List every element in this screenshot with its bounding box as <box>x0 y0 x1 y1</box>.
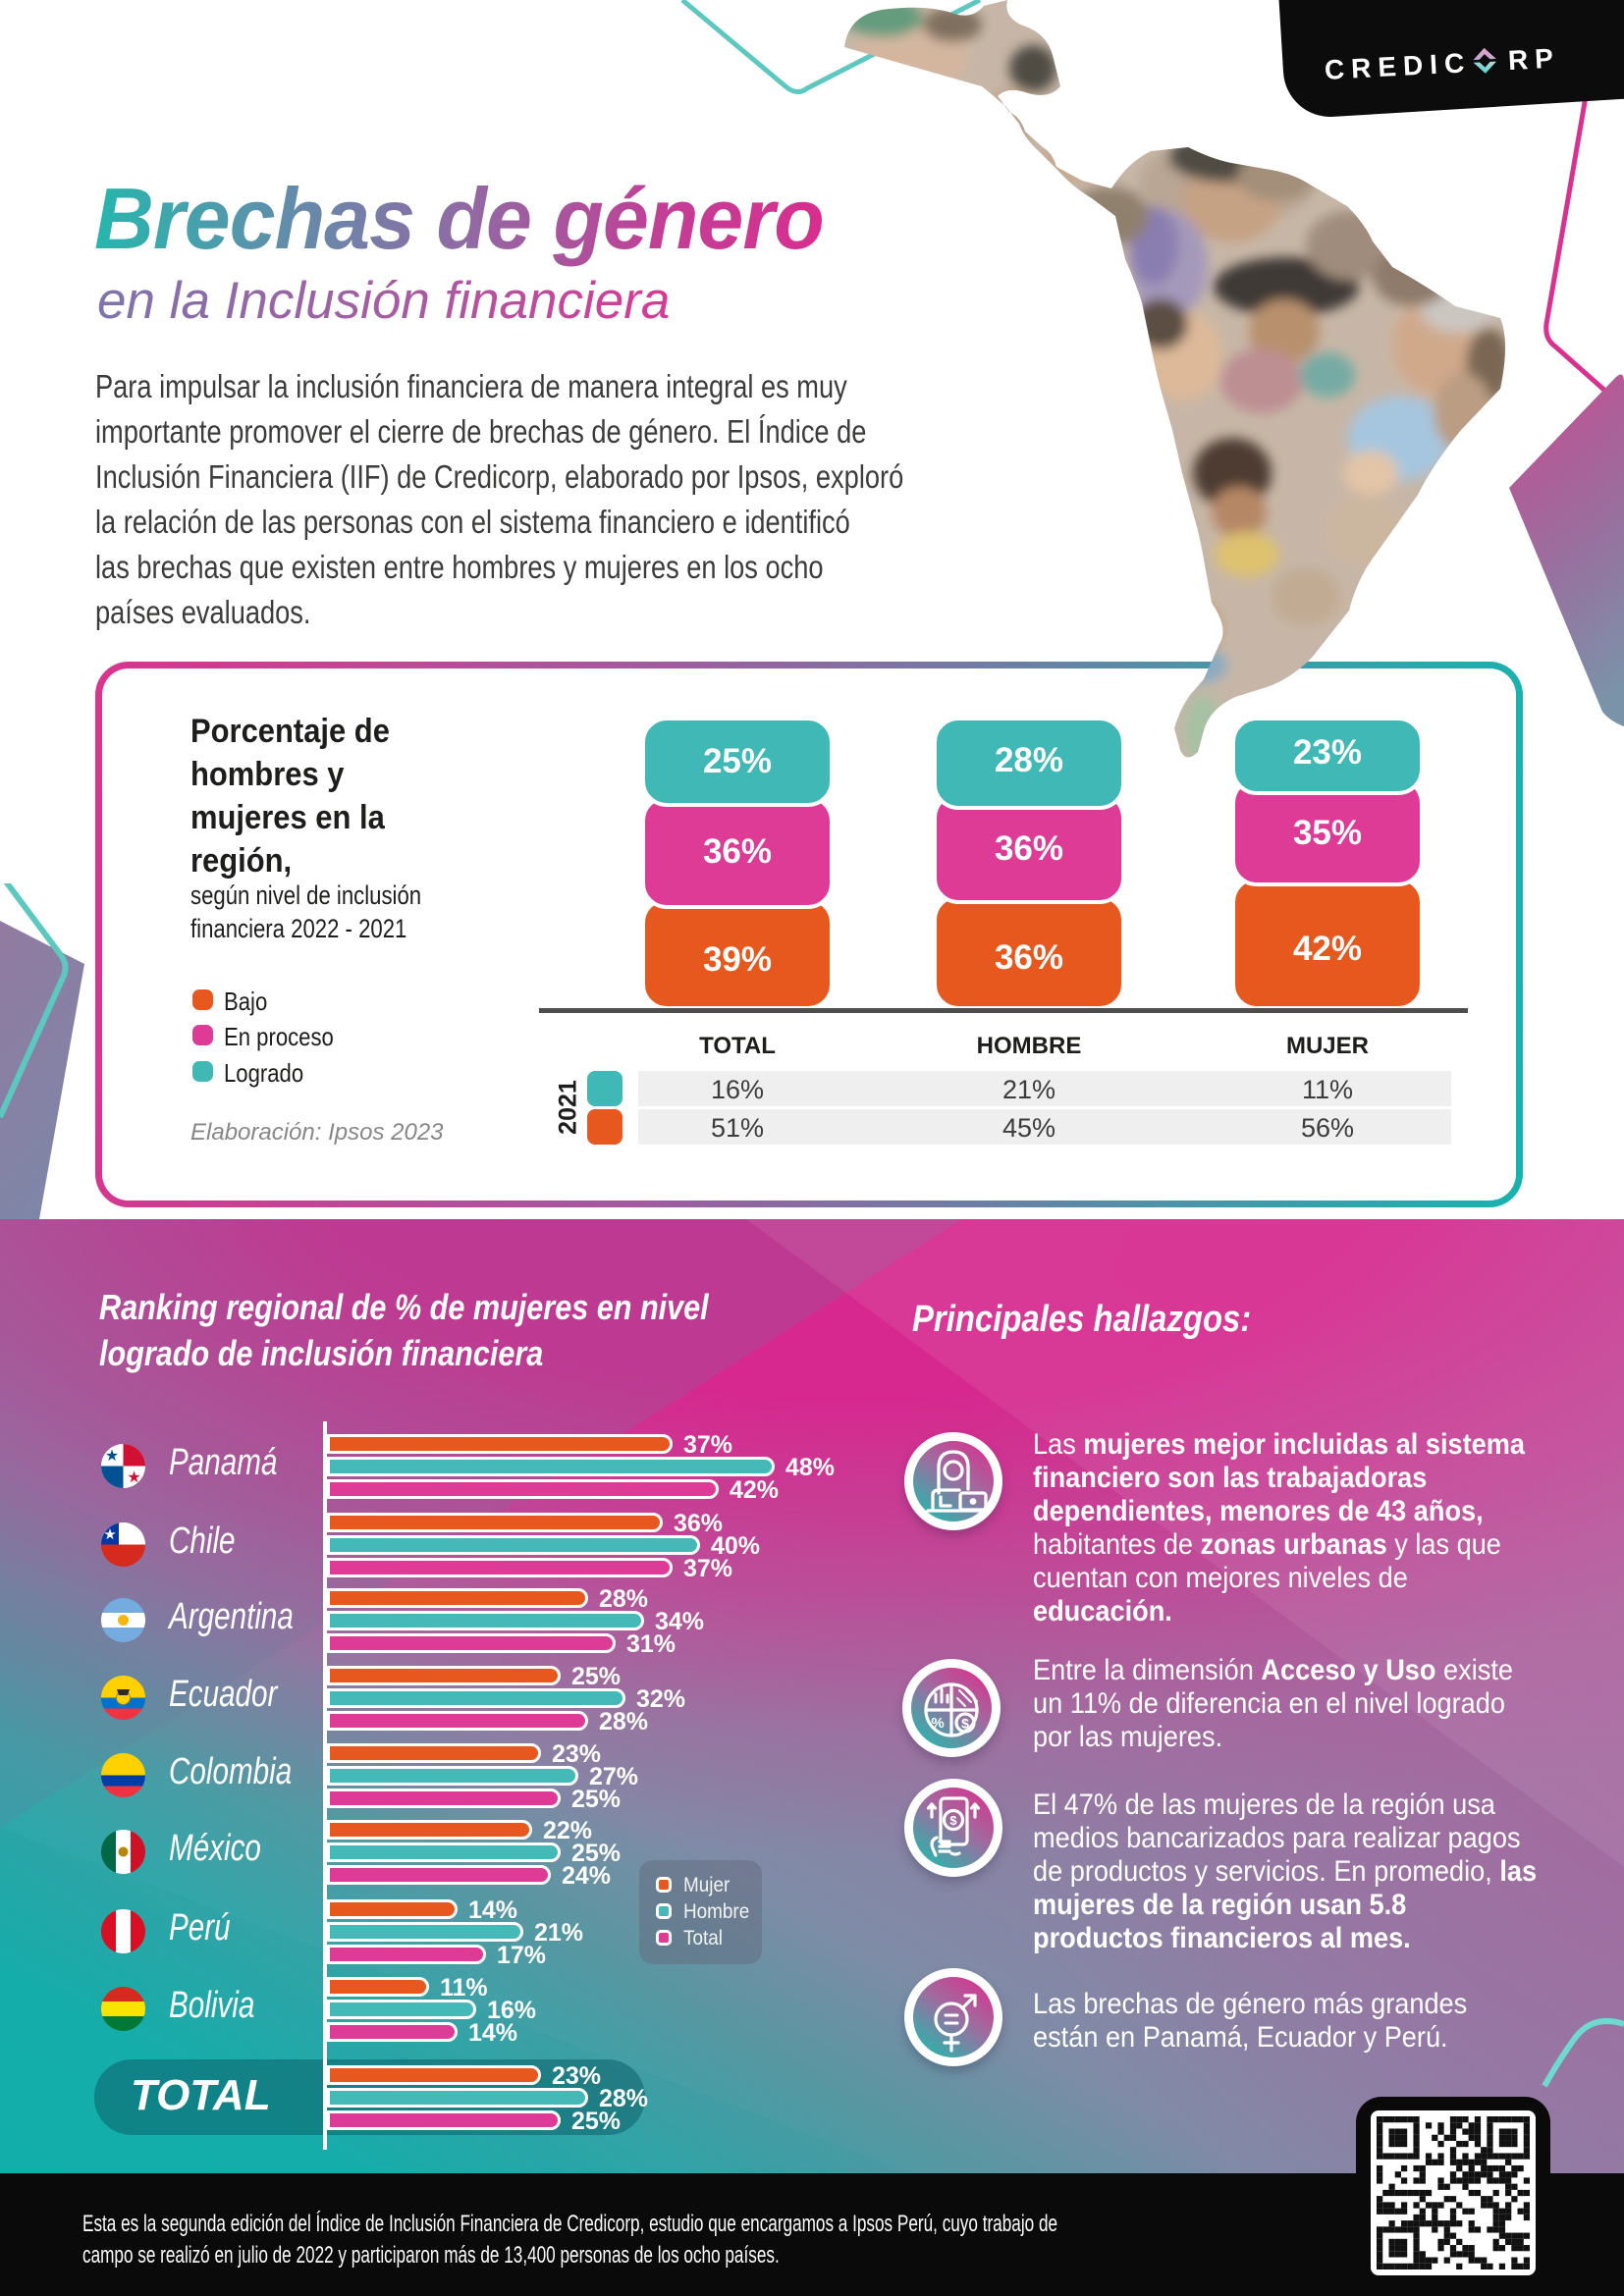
svg-text:$: $ <box>961 1716 969 1732</box>
svg-text:★: ★ <box>105 1448 119 1465</box>
svg-text:★: ★ <box>103 1526 116 1543</box>
svg-text:★: ★ <box>127 1469 140 1486</box>
svg-text:%: % <box>931 1715 944 1732</box>
svg-text:$: $ <box>949 1813 957 1828</box>
